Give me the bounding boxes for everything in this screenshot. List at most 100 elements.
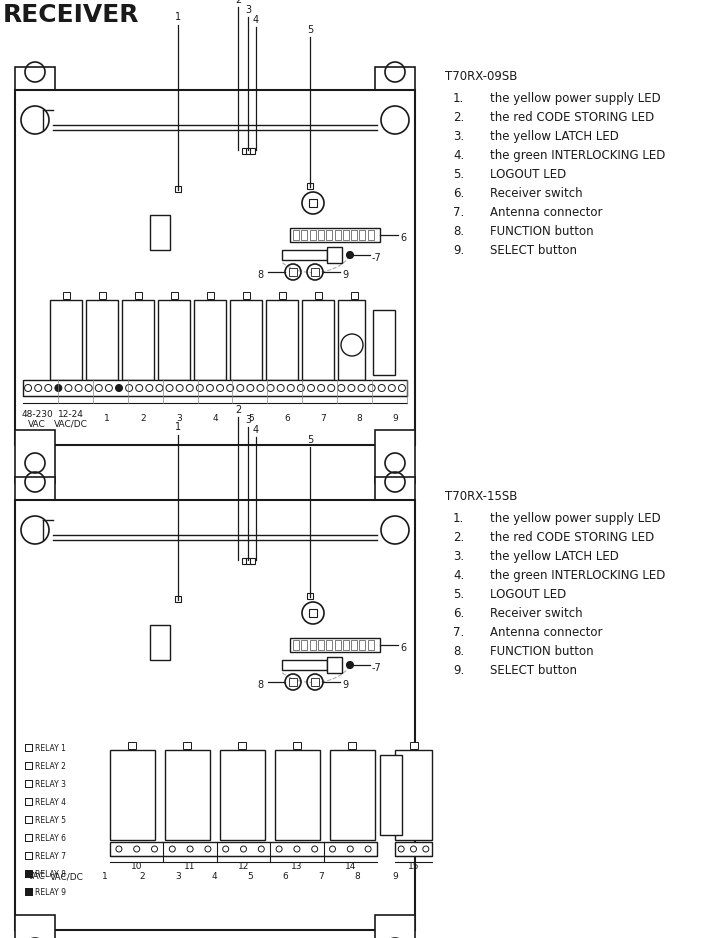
Circle shape	[346, 661, 354, 669]
Bar	[335, 230, 341, 240]
Text: 4: 4	[253, 15, 259, 25]
Bar	[318, 640, 324, 650]
Bar	[246, 558, 251, 564]
Text: VAC: VAC	[28, 872, 46, 881]
Circle shape	[156, 385, 163, 391]
Circle shape	[247, 385, 254, 391]
Text: T70RX-15SB: T70RX-15SB	[445, 490, 518, 503]
Bar	[309, 609, 317, 617]
Circle shape	[378, 385, 385, 391]
Bar	[86, 300, 118, 380]
Bar	[351, 292, 358, 299]
Text: 6: 6	[282, 872, 288, 881]
Text: the yellow LATCH LED: the yellow LATCH LED	[490, 550, 619, 563]
Circle shape	[227, 385, 234, 391]
Bar	[282, 250, 327, 260]
Circle shape	[85, 385, 92, 391]
Circle shape	[358, 385, 365, 391]
Bar	[302, 300, 334, 380]
Text: RELAY 7: RELAY 7	[35, 852, 66, 860]
Bar	[25, 834, 32, 841]
Bar	[110, 842, 377, 856]
Bar	[307, 183, 313, 189]
Text: 15: 15	[408, 862, 419, 871]
Circle shape	[105, 385, 112, 391]
Circle shape	[186, 385, 193, 391]
Circle shape	[95, 385, 102, 391]
Text: RELAY 3: RELAY 3	[35, 779, 66, 789]
Text: RELAY 5: RELAY 5	[35, 815, 66, 825]
Circle shape	[328, 385, 335, 391]
Text: 7: 7	[320, 414, 326, 423]
Circle shape	[207, 385, 213, 391]
Text: Antenna connector: Antenna connector	[490, 206, 603, 219]
Text: 6: 6	[400, 233, 406, 243]
Bar	[242, 148, 247, 154]
Bar	[326, 230, 332, 240]
Circle shape	[75, 385, 82, 391]
Bar	[220, 750, 265, 840]
Bar	[250, 148, 255, 154]
Circle shape	[115, 385, 122, 391]
Text: RECEIVER: RECEIVER	[3, 3, 140, 27]
Text: the red CODE STORING LED: the red CODE STORING LED	[490, 111, 654, 124]
Text: 9.: 9.	[453, 664, 464, 677]
Text: 1: 1	[175, 422, 181, 432]
Text: FUNCTION button: FUNCTION button	[490, 225, 593, 238]
Text: 1: 1	[104, 414, 110, 423]
Text: RELAY 6: RELAY 6	[35, 834, 66, 842]
Bar	[63, 292, 70, 299]
Bar	[290, 228, 380, 242]
Bar	[25, 888, 32, 895]
Text: 2.: 2.	[453, 111, 464, 124]
Text: the green INTERLOCKING LED: the green INTERLOCKING LED	[490, 569, 665, 582]
Bar	[150, 625, 170, 660]
Text: 3: 3	[175, 872, 181, 881]
Circle shape	[287, 385, 294, 391]
Text: 1: 1	[102, 872, 108, 881]
Text: 6.: 6.	[453, 187, 464, 200]
Text: 8: 8	[354, 872, 360, 881]
Circle shape	[277, 385, 284, 391]
Bar	[15, 67, 55, 120]
Bar	[351, 230, 357, 240]
Text: 4.: 4.	[453, 569, 464, 582]
Bar	[171, 292, 178, 299]
Text: 13: 13	[291, 862, 302, 871]
Text: 8.: 8.	[453, 645, 464, 658]
Bar	[246, 148, 251, 154]
Bar	[135, 292, 142, 299]
Text: 3: 3	[245, 415, 251, 425]
Bar	[99, 292, 106, 299]
Text: 3.: 3.	[453, 130, 464, 143]
Bar	[289, 268, 297, 276]
Bar	[359, 640, 365, 650]
Text: 1.: 1.	[453, 512, 464, 525]
Bar	[266, 300, 298, 380]
Text: Antenna connector: Antenna connector	[490, 626, 603, 639]
Text: 4: 4	[253, 425, 259, 435]
Bar	[243, 292, 250, 299]
Circle shape	[388, 385, 395, 391]
Text: -7: -7	[372, 253, 382, 263]
Text: 10: 10	[131, 862, 143, 871]
Text: 1.: 1.	[453, 92, 464, 105]
Bar	[15, 915, 55, 938]
Bar	[25, 870, 32, 877]
Bar	[301, 640, 307, 650]
Bar	[15, 500, 415, 930]
Bar	[318, 230, 324, 240]
Text: T70RX-09SB: T70RX-09SB	[445, 70, 518, 83]
Text: 8: 8	[257, 680, 263, 690]
Text: 11: 11	[184, 862, 196, 871]
Bar	[290, 638, 380, 652]
Circle shape	[348, 385, 355, 391]
Bar	[279, 292, 286, 299]
Text: 2.: 2.	[453, 531, 464, 544]
Text: LOGOUT LED: LOGOUT LED	[490, 168, 566, 181]
Text: 9: 9	[342, 270, 348, 280]
Bar	[327, 657, 342, 673]
Bar	[23, 380, 407, 396]
Text: 2: 2	[139, 872, 145, 881]
Text: SELECT button: SELECT button	[490, 664, 577, 677]
